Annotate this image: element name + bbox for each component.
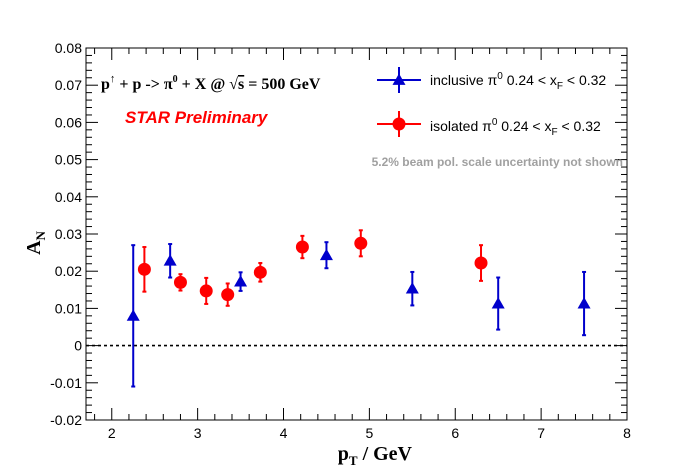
isolated-marker <box>253 265 267 279</box>
legend-inclusive-sup: 0 <box>497 71 503 82</box>
reaction-part-b: + p -> π <box>115 76 172 93</box>
inclusive-marker <box>319 248 333 261</box>
y-tick-label: -0.01 <box>50 375 82 391</box>
isolated-data-point <box>354 229 368 258</box>
x-axis-title: pT / GeV <box>338 443 413 468</box>
x-tick-label: 6 <box>451 425 459 441</box>
reaction-part-c: + X @ <box>178 76 230 93</box>
isolated-data-point <box>137 246 151 293</box>
inclusive-marker <box>126 309 140 321</box>
x-tick-label: 8 <box>623 425 631 441</box>
legend-isolated-mid: 0.24 < x <box>497 118 551 134</box>
tick-marks-group <box>86 47 628 421</box>
legend-label-isolated: isolated π0 0.24 < xF < 0.32 <box>430 117 601 138</box>
legend: inclusive π0 0.24 < xF < 0.32 isolated π… <box>377 67 606 138</box>
inclusive-marker <box>234 275 248 287</box>
y-tick-label: 0.05 <box>55 152 82 168</box>
x-tick-label: 3 <box>194 425 202 441</box>
sqrt-s: s <box>238 76 244 93</box>
legend-marker-isolated <box>377 111 421 137</box>
legend-marker-inclusive <box>377 67 421 93</box>
sqrt-sign: √ <box>229 76 238 93</box>
legend-inclusive-end: < 0.32 <box>563 72 606 88</box>
inclusive-data-point <box>234 271 248 292</box>
y-tick-label: 0.07 <box>55 77 82 93</box>
y-axis-title-subscript: N <box>33 230 48 240</box>
legend-isolated-sub: F <box>551 127 557 138</box>
y-tick-label: 0.02 <box>55 263 82 279</box>
isolated-marker <box>173 275 187 289</box>
inclusive-data-point <box>126 244 140 388</box>
legend-label-inclusive: inclusive π0 0.24 < xF < 0.32 <box>430 71 606 92</box>
y-axis-title: AN <box>23 230 48 254</box>
spin-up-superscript: ↑ <box>110 73 116 85</box>
isolated-data-point <box>295 234 309 260</box>
y-tick-label: 0.04 <box>55 189 82 205</box>
star-preliminary-label: STAR Preliminary <box>125 108 269 127</box>
isolated-data-point <box>173 273 187 292</box>
y-tick-label: 0.08 <box>55 40 82 56</box>
plot-frame-group <box>85 47 628 421</box>
isolated-marker <box>354 236 368 250</box>
legend-isolated-end: < 0.32 <box>558 118 601 134</box>
plot-frame <box>85 47 628 421</box>
isolated-marker <box>221 288 235 302</box>
inclusive-marker <box>491 297 505 309</box>
legend-symbol <box>392 73 406 85</box>
isolated-data-point <box>199 276 213 305</box>
inclusive-marker <box>577 297 591 309</box>
inclusive-data-point <box>319 241 333 270</box>
legend-inclusive-mid: 0.24 < x <box>503 72 557 88</box>
isolated-marker <box>137 262 151 276</box>
x-tick-label: 7 <box>537 425 545 441</box>
isolated-data-point <box>253 262 267 283</box>
legend-isolated-sup: 0 <box>492 117 498 128</box>
x-axis-title-subscript: T <box>349 453 358 468</box>
isolated-marker <box>199 284 213 298</box>
inclusive-data-point <box>163 243 177 279</box>
inclusive-data-point <box>405 270 419 307</box>
tick-labels-group: -0.02 -0.01 0 0.01 0.02 0.03 0.04 0.05 0.06 0.07 0… <box>50 40 631 441</box>
inclusive-data-point <box>491 276 505 331</box>
isolated-data-point <box>221 282 235 307</box>
y-tick-label: -0.02 <box>50 412 82 428</box>
inclusive-marker <box>163 254 177 266</box>
x-tick-label: 2 <box>108 425 116 441</box>
legend-symbol <box>392 117 406 131</box>
x-tick-label: 5 <box>365 425 373 441</box>
inclusive-data-point <box>577 270 591 337</box>
reaction-label: p↑ + p -> π0 + X @ √s = 500 GeV <box>101 73 321 93</box>
legend-inclusive-sub: F <box>557 81 563 92</box>
y-tick-label: 0 <box>74 338 82 354</box>
polarization-note: 5.2% beam pol. scale uncertainty not sho… <box>372 155 623 169</box>
isolated-marker <box>295 240 309 254</box>
y-tick-label: 0.06 <box>55 114 82 130</box>
x-axis-title-rest: / GeV <box>358 443 413 465</box>
x-tick-label: 4 <box>280 425 288 441</box>
inclusive-marker <box>405 282 419 294</box>
y-tick-label: 0.03 <box>55 226 82 242</box>
data-points-group <box>126 229 591 388</box>
pi-superscript: 0 <box>173 74 178 85</box>
isolated-data-point <box>474 244 488 282</box>
y-tick-label: 0.01 <box>55 300 82 316</box>
isolated-marker <box>474 256 488 270</box>
reaction-part-d: = 500 GeV <box>244 76 321 93</box>
